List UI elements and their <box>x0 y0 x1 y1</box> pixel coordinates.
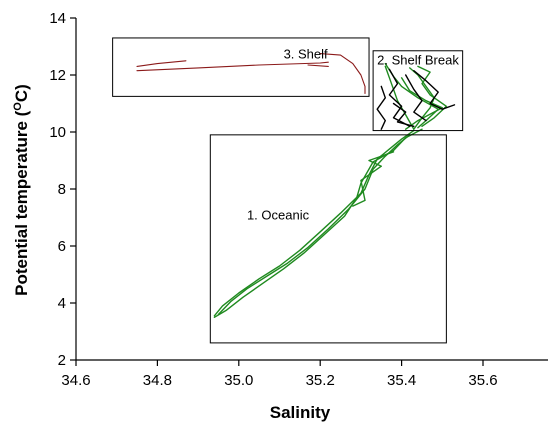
shelf_break-trace <box>376 85 386 130</box>
x-tick-label: 35.2 <box>306 372 335 389</box>
region-label: 3. Shelf <box>284 47 328 62</box>
x-tick-label: 35.6 <box>468 372 497 389</box>
y-ticks: 2 4 6 8 10 12 14 <box>49 10 76 369</box>
shelf_break-trace <box>400 77 443 130</box>
y-axis-title-superscript: O <box>12 102 24 111</box>
shelf-trace <box>136 61 329 72</box>
y-axis-title-main: Potential temperature ( <box>12 110 31 295</box>
y-tick-label: 4 <box>58 295 66 312</box>
y-tick-label: 10 <box>49 124 66 141</box>
shelf_break-trace <box>388 68 411 127</box>
region-label: 2. Shelf Break <box>377 52 459 67</box>
y-axis-title-end: C) <box>12 84 31 102</box>
shelf_break-trace <box>392 102 415 127</box>
y-tick-label: 14 <box>49 10 66 27</box>
shelf-trace <box>319 53 366 95</box>
shelf_break-trace <box>413 70 456 110</box>
shelf-trace <box>307 64 329 67</box>
axes <box>75 18 548 361</box>
region-box <box>112 37 370 97</box>
y-tick-label: 12 <box>49 67 66 84</box>
y-axis-title: Potential temperature (OC) <box>12 84 31 296</box>
trace-layer <box>136 53 456 318</box>
x-tick-label: 35.0 <box>224 372 253 389</box>
region-label: 1. Oceanic <box>247 208 310 223</box>
x-tick-label: 34.8 <box>143 372 172 389</box>
shelf_break-trace <box>384 65 415 130</box>
shelf_break-trace <box>417 65 448 127</box>
oceanic-trace <box>352 151 395 207</box>
region-box <box>372 50 464 132</box>
region-box <box>209 134 447 344</box>
x-axis-title: Salinity <box>270 403 331 422</box>
y-tick-label: 6 <box>58 238 66 255</box>
y-tick-label: 8 <box>58 181 66 198</box>
x-tick-label: 35.4 <box>387 372 416 389</box>
oceanic-trace <box>213 129 415 317</box>
shelf-trace <box>136 60 187 67</box>
x-ticks: 34.6 34.8 35.0 35.2 35.4 35.6 <box>61 360 498 389</box>
region-box-layer: 3. Shelf 2. Shelf Break 1. Oceanic <box>112 37 464 344</box>
y-tick-label: 2 <box>58 352 66 369</box>
shelf_break-trace <box>405 74 427 122</box>
oceanic-trace <box>217 134 411 316</box>
x-tick-label: 34.6 <box>61 372 90 389</box>
